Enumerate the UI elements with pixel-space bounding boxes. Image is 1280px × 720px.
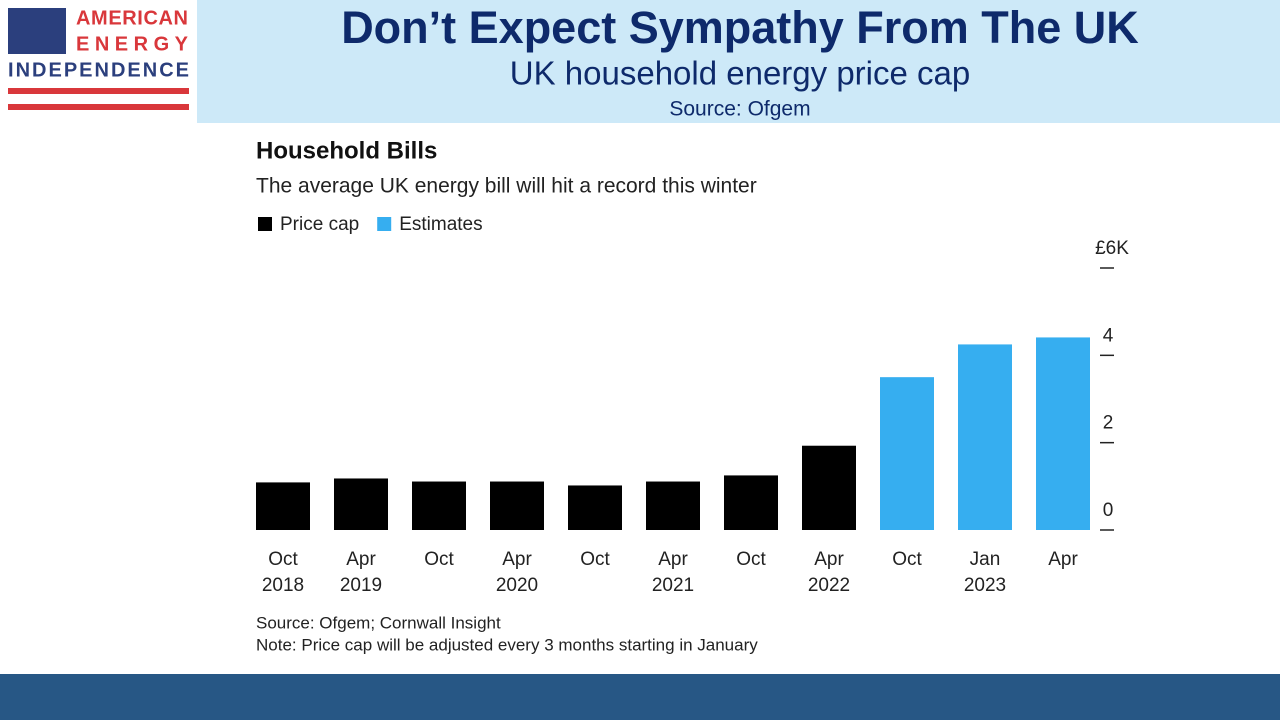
legend-swatch (377, 217, 392, 231)
bar (880, 377, 934, 530)
bar (802, 445, 856, 530)
bar (646, 481, 700, 530)
y-tick-label: £6K (1095, 238, 1129, 259)
flag-canton (8, 8, 66, 54)
chart-title: Household Bills (256, 137, 437, 164)
header-band (197, 0, 1280, 123)
x-tick-label: Oct (892, 549, 922, 570)
x-tick-label: Oct (580, 549, 610, 570)
legend-label: Estimates (399, 214, 482, 235)
slide-source: Source: Ofgem (669, 98, 810, 121)
bar (490, 481, 544, 530)
bar (256, 482, 310, 530)
x-tick-label: Oct (424, 549, 454, 570)
x-tick-label: Apr 2020 (496, 549, 538, 596)
footer-band (0, 674, 1280, 720)
plot: 0 2 4 £6K Oct 2018 Apr 2019 Oct Apr 2020 Oct Apr 2021… (256, 238, 1129, 596)
logo: AMERICAN ENERGY INDEPENDENCE (8, 7, 189, 110)
legend: Price cap Estimates (258, 214, 483, 235)
y-tick-label: 4 (1103, 325, 1114, 346)
y-tick-label: 0 (1103, 500, 1114, 521)
x-tick-label: Jan 2023 (964, 549, 1006, 596)
bar (958, 344, 1012, 530)
bar (724, 475, 778, 530)
bar (1036, 337, 1090, 530)
y-tick-label: 2 (1103, 413, 1114, 434)
bar (412, 481, 466, 530)
flag-stripe (8, 88, 189, 94)
x-tick-label: Oct (736, 549, 766, 570)
x-tick-label: Oct 2018 (262, 549, 304, 596)
x-tick-label: Apr 2022 (808, 549, 850, 596)
chart-note: Note: Price cap will be adjusted every 3… (256, 635, 758, 654)
slide-title: Don’t Expect Sympathy From The UK (341, 2, 1139, 53)
bar (334, 478, 388, 530)
logo-text: AMERICAN (76, 7, 188, 29)
bar (568, 485, 622, 530)
logo-text: INDEPENDENCE (8, 59, 189, 81)
chart-note: Source: Ofgem; Cornwall Insight (256, 613, 501, 632)
flag-stripe (8, 104, 189, 110)
legend-swatch (258, 217, 272, 231)
slide-subtitle: UK household energy price cap (510, 55, 970, 92)
logo-text: ENERGY (76, 33, 189, 55)
chart-subtitle: The average UK energy bill will hit a re… (256, 175, 757, 198)
legend-label: Price cap (280, 214, 359, 235)
x-tick-label: Apr 2021 (652, 549, 694, 596)
x-tick-label: Apr 2019 (340, 549, 382, 596)
x-tick-label: Apr (1048, 549, 1078, 570)
